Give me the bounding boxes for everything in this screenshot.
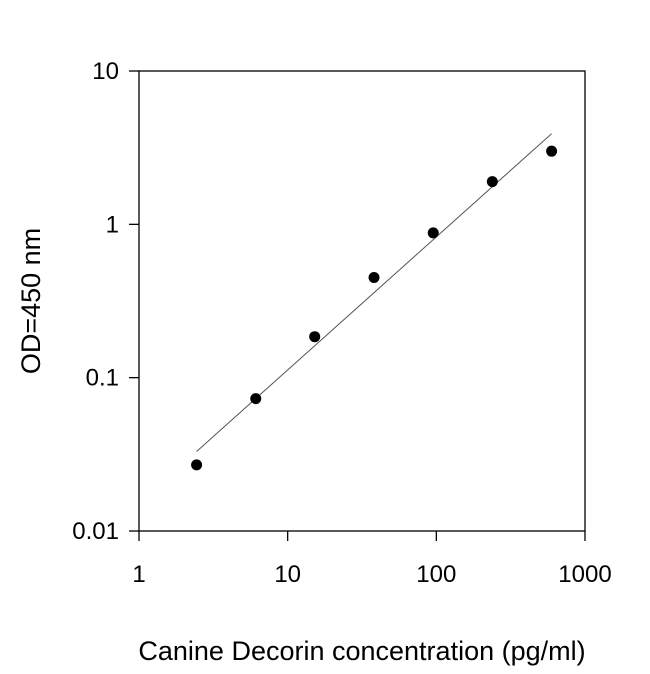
y-axis-title: OD=450 nm [16, 228, 46, 374]
data-point [250, 393, 262, 405]
x-axis-title: Canine Decorin concentration (pg/ml) [138, 636, 585, 666]
x-tick-label: 100 [416, 561, 456, 588]
data-point [368, 272, 380, 284]
fit-line-layer [196, 133, 552, 452]
data-point [191, 459, 203, 471]
x-tick-label: 1000 [558, 561, 611, 588]
data-points-layer [191, 145, 558, 471]
y-tick-label: 1 [106, 211, 119, 238]
y-axis-ticks: 0.01 0.1 1 10 [72, 58, 139, 545]
x-tick-label: 10 [274, 561, 301, 588]
y-tick-label: 0.01 [72, 518, 119, 545]
x-tick-label: 1 [132, 561, 145, 588]
plot-frame [138, 70, 586, 532]
data-point [486, 176, 498, 188]
y-tick-label: 0.1 [86, 365, 119, 392]
fit-line [196, 133, 552, 452]
data-point [427, 227, 439, 239]
data-point [546, 145, 558, 157]
x-axis-ticks: 1 10 100 1000 [132, 531, 612, 588]
data-point [309, 331, 321, 343]
y-tick-label: 10 [92, 58, 119, 85]
